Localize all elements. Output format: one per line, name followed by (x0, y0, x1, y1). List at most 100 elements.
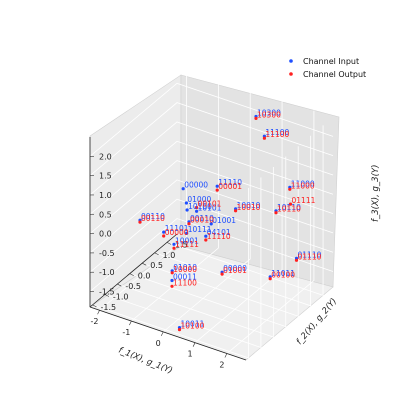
output-point (262, 136, 266, 140)
legend-marker-input (289, 59, 293, 63)
output-point-label: 00001 (218, 182, 242, 191)
input-point (181, 187, 185, 191)
output-point-label: 10100 (181, 322, 205, 331)
input-point-label: 10011 (181, 320, 205, 329)
output-point-label: 10110 (277, 205, 301, 214)
input-point (184, 201, 188, 205)
input-point-label: 04101 (207, 228, 231, 237)
output-point (170, 284, 174, 288)
x-tick-label: -1 (122, 328, 130, 337)
output-point (138, 220, 142, 224)
z-tick-label: 0.5 (99, 210, 112, 219)
input-point-label: 01010 (173, 263, 197, 272)
output-point-label: 00101 (198, 200, 222, 209)
input-point-label: 10001 (175, 236, 199, 245)
x-gridline (194, 99, 283, 344)
output-point-label: 00110 (141, 214, 165, 223)
y-tick-label: 1.0 (163, 251, 176, 260)
z-tick-label: -1.5 (99, 288, 115, 297)
y-gridline (154, 135, 312, 307)
data-points (138, 114, 299, 332)
input-point-label: 10300 (257, 109, 281, 118)
x-gridline (99, 67, 187, 311)
y-tick-mark (142, 262, 147, 266)
z-tick-label: 0.0 (99, 230, 112, 239)
output-point (172, 246, 176, 250)
output-point (288, 202, 293, 206)
x-tick-mark (129, 320, 132, 326)
z-tick-label: -0.5 (99, 249, 115, 258)
output-point (294, 258, 299, 262)
output-point (254, 116, 258, 120)
output-point-label: 00000 (165, 228, 189, 237)
input-point-label: 10111 (188, 225, 212, 234)
y-tick-label: 0.5 (150, 261, 163, 270)
z-axis-label: f_3(X), g_3(Y) (371, 165, 381, 222)
legend-label-input: Channel Input (303, 57, 359, 66)
input-point-label: 10010 (237, 201, 261, 210)
input-point-label: 10110 (277, 203, 301, 212)
input-point-label: 01000 (187, 195, 211, 204)
x-tick-mark (97, 310, 100, 315)
y-gridline (117, 167, 274, 338)
axis-lines (89, 137, 247, 361)
output-point-label: 10010 (237, 203, 261, 212)
y-tick-mark (117, 283, 122, 287)
input-point (162, 230, 166, 234)
output-point (288, 187, 292, 191)
output-point (177, 328, 182, 332)
x-tick-label: 2 (219, 361, 224, 370)
output-point-label: 01111 (292, 196, 316, 205)
z-gridline (89, 102, 334, 176)
input-point (195, 209, 199, 213)
output-point (215, 188, 219, 192)
x-axis-line (89, 306, 247, 361)
y-tick-label: 1.5 (175, 240, 188, 249)
y-tick-mark (154, 252, 159, 256)
x-gridline (131, 78, 219, 322)
tick-labels: -2-1012-1.5-1.0-0.50.00.51.01.5-1.5-1.0-… (91, 152, 225, 369)
output-point (268, 277, 272, 281)
y-tick-label: -1.0 (113, 292, 129, 301)
output-point (220, 272, 224, 276)
input-point-label: 11000 (291, 179, 315, 188)
x-tick-mark (192, 342, 196, 347)
input-point-label: 10100 (188, 202, 212, 211)
z-tick-label: -1.0 (99, 268, 115, 277)
y-gridline (92, 187, 249, 359)
x-axis-label: f_1(X), g_1(Y) (117, 346, 174, 377)
input-point-label: 00000 (184, 181, 208, 190)
output-point-label: 10300 (257, 110, 281, 119)
input-point-label: 01001 (212, 216, 236, 225)
y-tick-mark (166, 242, 172, 245)
output-point-label: 11000 (291, 181, 315, 190)
input-point-label: 11101 (165, 224, 189, 233)
x-gridline (226, 110, 315, 354)
input-point-label: 10101 (198, 203, 222, 212)
x-tick-label: 0 (156, 339, 161, 348)
z-gridline (89, 179, 334, 254)
output-point (170, 271, 174, 275)
z-gridline (89, 121, 334, 196)
z-tick-label: 1.5 (99, 172, 112, 181)
output-point-label: 00010 (190, 216, 214, 225)
z-tick-label: 2.0 (99, 152, 112, 161)
y-tick-mark (92, 304, 97, 308)
output-point-label: 01001 (223, 266, 247, 275)
z-gridline (89, 140, 334, 215)
z-gridline (89, 160, 334, 234)
z-gridline (89, 198, 334, 273)
input-point (209, 222, 213, 226)
output-point (234, 209, 238, 213)
input-point-label: 11011 (271, 269, 295, 278)
y-gridline (104, 177, 262, 349)
output-point (204, 238, 208, 242)
output-point-label: 01110 (298, 252, 322, 261)
y-axis-line (89, 233, 178, 308)
input-point-label: 00110 (141, 212, 165, 221)
output-point (162, 234, 166, 238)
x-tick-mark (160, 331, 164, 337)
y-tick-mark (104, 294, 110, 297)
